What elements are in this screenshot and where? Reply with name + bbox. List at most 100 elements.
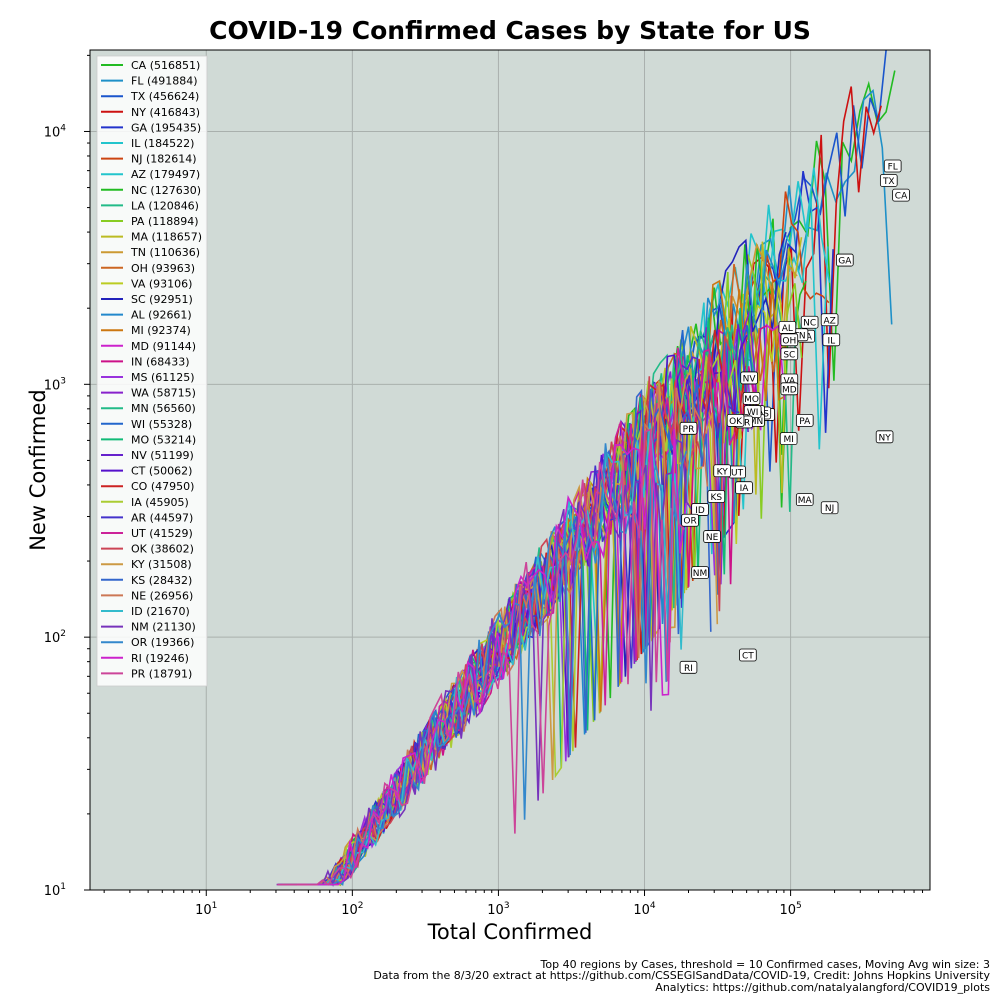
- axes-frame: [89, 49, 931, 891]
- legend-label: NC (127630): [131, 184, 201, 197]
- end-label-ne: NE: [703, 530, 721, 543]
- end-label-text: GA: [838, 257, 852, 267]
- end-label-box: [691, 566, 709, 580]
- legend-entry-wa: WA (58715): [101, 387, 196, 400]
- end-label-text: IA: [740, 484, 750, 494]
- end-label-text: NM: [693, 569, 708, 579]
- legend-entry-mo: MO (53214): [101, 433, 196, 446]
- end-label-az: AZ: [820, 313, 839, 327]
- legend-entry-wi: WI (55328): [101, 418, 192, 431]
- footnote-line-2: Data from the 8/3/20 extract at https://…: [373, 969, 990, 982]
- x-tick-label: 103: [487, 901, 509, 918]
- end-label-box: [879, 174, 898, 187]
- end-label-text: KS: [710, 493, 722, 503]
- legend-entry-mn: MN (56560): [101, 402, 196, 415]
- legend-entry-nm: NM (21130): [101, 621, 196, 634]
- legend-label: OH (93963): [131, 262, 195, 275]
- end-label-ia: IA: [735, 481, 753, 494]
- end-label-box: [713, 464, 731, 478]
- legend-label: KS (28432): [131, 574, 192, 587]
- end-label-box: [703, 530, 721, 543]
- legend-label: MS (61125): [131, 371, 195, 384]
- end-label-il: IL: [822, 333, 841, 346]
- end-label-id: ID: [691, 503, 709, 516]
- x-axis-label: Total Confirmed: [427, 920, 593, 944]
- legend-label: WA (58715): [131, 387, 196, 400]
- end-label-al: AL: [778, 320, 797, 334]
- end-label-text: OH: [782, 336, 796, 346]
- end-label-text: NV: [743, 374, 757, 384]
- end-label-box: [820, 313, 839, 327]
- end-label-text: OR: [683, 517, 696, 527]
- legend-entry-ks: KS (28432): [101, 574, 192, 587]
- end-label-text: IL: [827, 336, 835, 346]
- end-label-md: MD: [780, 382, 799, 395]
- end-label-box: [836, 253, 854, 267]
- end-label-box: [875, 430, 894, 444]
- x-tick-label: 105: [779, 901, 801, 918]
- end-label-text: WI: [747, 408, 759, 418]
- legend-label: LA (120846): [131, 199, 199, 212]
- end-label-ma: MA: [795, 493, 814, 506]
- legend-label: TN (110636): [130, 246, 200, 259]
- legend-entry-mi: MI (92374): [101, 324, 191, 337]
- end-label-box: [707, 490, 726, 503]
- end-label-text: CT: [742, 652, 754, 662]
- end-label-box: [780, 347, 799, 361]
- y-axis-label: New Confirmed: [26, 389, 50, 551]
- legend-label: MD (91144): [131, 340, 196, 353]
- legend-entry-ma: MA (118657): [101, 231, 202, 244]
- legend-label: IN (68433): [131, 355, 190, 368]
- legend-entry-co: CO (47950): [101, 480, 194, 493]
- legend-label: PR (18791): [131, 667, 192, 680]
- end-label-box: [739, 648, 757, 662]
- end-label-box: [795, 493, 814, 506]
- end-label-text: RI: [684, 664, 693, 674]
- legend-label: MO (53214): [131, 433, 196, 446]
- legend-label: SC (92951): [131, 293, 193, 306]
- legend-label: GA (195435): [131, 121, 201, 134]
- legend-entry-ia: IA (45905): [101, 496, 189, 509]
- footnote-line-3: Analytics: https://github.com/natalyalan…: [655, 981, 990, 994]
- legend-entry-tx: TX (456624): [101, 90, 199, 103]
- legend-label: CT (50062): [131, 465, 192, 478]
- legend-label: MN (56560): [131, 402, 196, 415]
- legend-entry-ga: GA (195435): [101, 121, 201, 134]
- end-label-or: OR: [681, 513, 699, 527]
- end-label-nm: NM: [691, 566, 709, 580]
- end-label-text: SC: [783, 350, 795, 360]
- end-label-text: KY: [717, 467, 729, 477]
- legend-label: KY (31508): [131, 558, 192, 571]
- end-label-nj: NJ: [820, 501, 839, 514]
- legend-label: UT (41529): [131, 527, 193, 540]
- end-label-text: OK: [729, 417, 743, 427]
- end-label-box: [740, 371, 758, 385]
- legend-label: VA (93106): [131, 277, 192, 290]
- end-label-text: NC: [803, 319, 816, 329]
- end-label-mo: MO: [742, 391, 761, 405]
- end-label-text: NE: [706, 533, 719, 543]
- end-label-ca: CA: [892, 188, 910, 202]
- end-label-text: FL: [888, 163, 898, 173]
- x-tick-label: 102: [341, 901, 363, 918]
- legend-label: OR (19366): [131, 636, 194, 649]
- legend-entry-ms: MS (61125): [101, 371, 195, 384]
- legend-label: IL (184522): [131, 137, 194, 150]
- series-line-ne: [282, 385, 709, 887]
- legend-entry-tn: TN (110636): [101, 246, 200, 259]
- end-label-ks: KS: [707, 490, 726, 503]
- end-label-text: MI: [783, 435, 793, 445]
- legend-entry-ne: NE (26956): [101, 589, 193, 602]
- legend-entry-pr: PR (18791): [101, 667, 192, 680]
- legend-label: NE (26956): [131, 589, 193, 602]
- legend-label: NV (51199): [131, 449, 194, 462]
- end-label-box: [742, 391, 761, 405]
- y-tick-label: 103: [44, 376, 66, 393]
- legend-entry-ky: KY (31508): [101, 558, 192, 571]
- legend-entry-ca: CA (516851): [101, 59, 200, 72]
- chart-title: COVID-19 Confirmed Cases by State for US: [209, 16, 811, 45]
- end-label-text: PA: [799, 417, 811, 427]
- end-label-nv: NV: [740, 371, 758, 385]
